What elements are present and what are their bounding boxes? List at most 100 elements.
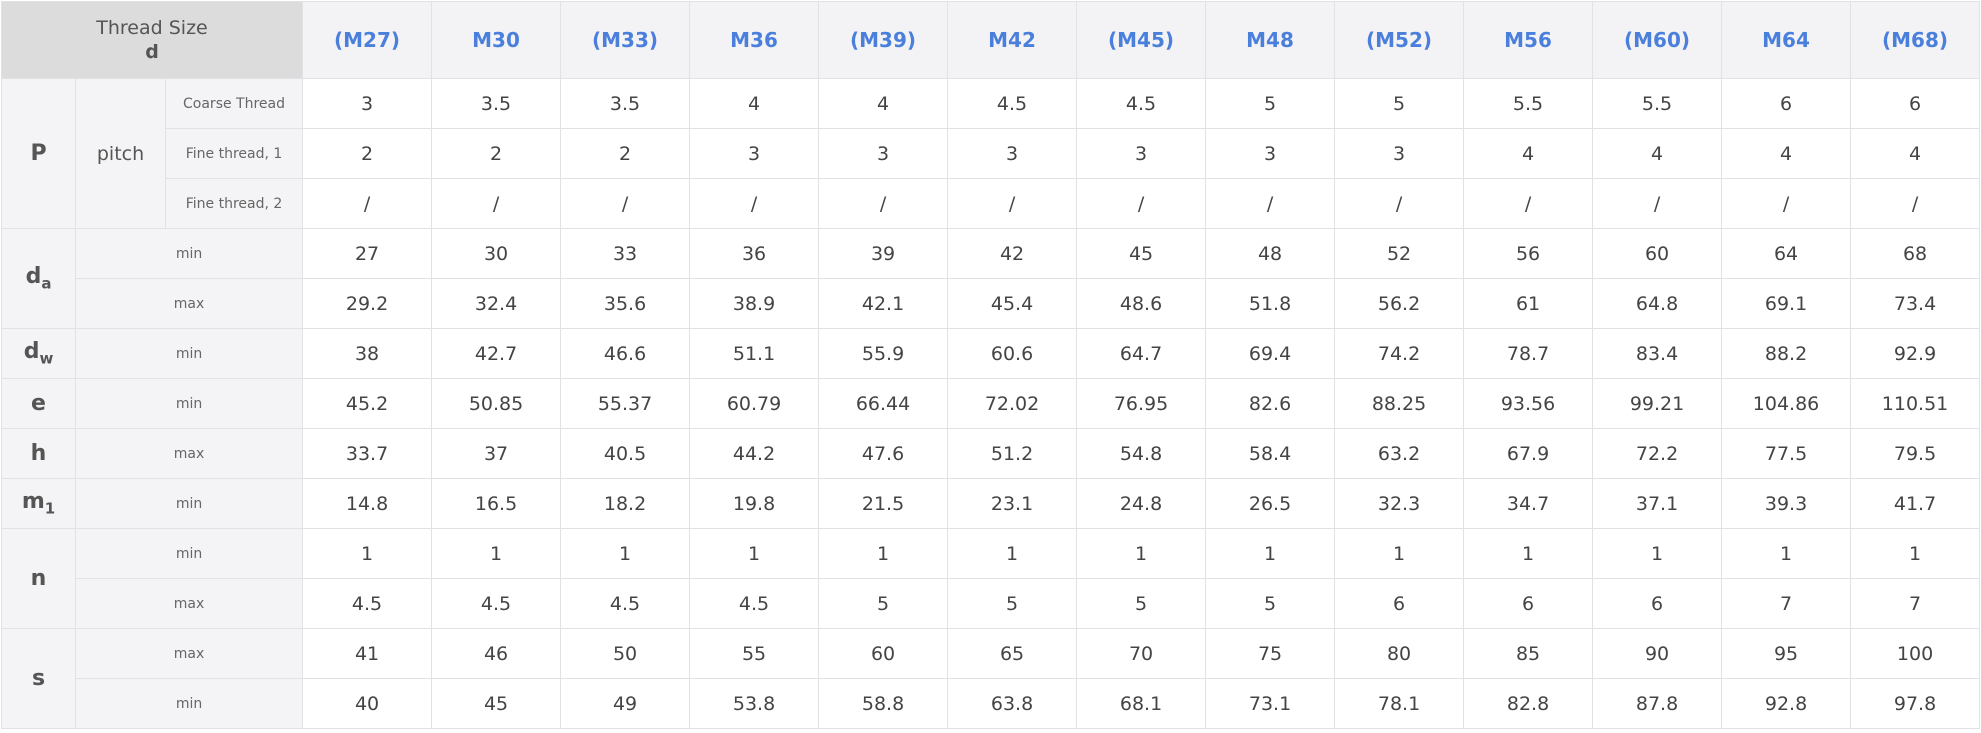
data-row: n min 1 1 1 1 1 1 1 1 1 1 1 1 1 — [1, 528, 1981, 629]
value-cell: 68 — [1850, 228, 1981, 279]
data-row: da min 27 30 33 36 39 42 45 48 52 56 60 64 68 — [1, 228, 1981, 329]
value-cell: / — [1463, 178, 1594, 229]
value-cell: / — [1205, 178, 1336, 229]
value-cell: 1 — [947, 528, 1078, 579]
value-cell: 1 — [302, 528, 433, 579]
value-cell: 1 — [1592, 528, 1723, 579]
value-cell: 5.5 — [1463, 78, 1594, 129]
value-cell: 52 — [1334, 228, 1465, 279]
value-cell: 87.8 — [1592, 678, 1723, 729]
value-cell: 1 — [431, 528, 562, 579]
value-cell: 92.9 — [1850, 328, 1981, 379]
symbol: d — [23, 339, 40, 365]
column-header: M64 — [1721, 1, 1852, 79]
value-cell: / — [1076, 178, 1207, 229]
value-cell: / — [947, 178, 1078, 229]
value-cell: 7 — [1850, 578, 1981, 629]
value-cell: 39 — [818, 228, 949, 279]
value-cell: 48.6 — [1076, 278, 1207, 329]
value-cell: 3 — [1205, 128, 1336, 179]
value-cell: 24.8 — [1076, 478, 1207, 529]
column-header: (M27) — [302, 1, 433, 79]
data-row: h max 33.7 37 40.5 44.2 47.6 51.2 54.8 58.4 63.2 67… — [1, 428, 1981, 479]
value-cell: 72.02 — [947, 378, 1078, 429]
row-label: min — [74, 378, 304, 429]
value-cell: 4 — [1463, 128, 1594, 179]
value-cell: 83.4 — [1592, 328, 1723, 379]
value-cell: 58.4 — [1205, 428, 1336, 479]
value-cell: / — [302, 178, 433, 229]
group-symbol: da — [1, 228, 76, 329]
data-row: min 40 45 49 53.8 58.8 63.8 68.1 73.1 78.1 82.8 87.… — [2, 678, 1981, 729]
value-cell: 50 — [560, 628, 691, 679]
group-symbol: dw — [1, 328, 76, 379]
symbol-subscript: a — [41, 274, 52, 293]
value-cell: 74.2 — [1334, 328, 1465, 379]
value-cell: 60 — [818, 628, 949, 679]
value-cell: 35.6 — [560, 278, 691, 329]
value-cell: 61 — [1463, 278, 1594, 329]
header-symbol: d — [145, 41, 159, 63]
value-cell: 63.8 — [947, 678, 1078, 729]
value-cell: / — [1334, 178, 1465, 229]
column-header: M42 — [947, 1, 1078, 79]
column-header: M36 — [689, 1, 820, 79]
value-cell: 37 — [431, 428, 562, 479]
value-cell: 3.5 — [431, 78, 562, 129]
value-cell: 51.1 — [689, 328, 820, 379]
value-cell: / — [431, 178, 562, 229]
group-name: pitch — [75, 78, 166, 229]
value-cell: 2 — [302, 128, 433, 179]
value-cell: 63.2 — [1334, 428, 1465, 479]
value-cell: 68.1 — [1076, 678, 1207, 729]
value-cell: / — [560, 178, 691, 229]
value-cell: 6 — [1463, 578, 1594, 629]
value-cell: 4.5 — [560, 578, 691, 629]
value-cell: 82.8 — [1463, 678, 1594, 729]
column-header: M56 — [1463, 1, 1594, 79]
row-label: max — [74, 578, 304, 629]
value-cell: 69.1 — [1721, 278, 1852, 329]
value-cell: 64 — [1721, 228, 1852, 279]
data-row: m1 min 14.8 16.5 18.2 19.8 21.5 23.1 24.8 26.5 32.… — [1, 478, 1981, 529]
column-header: (M45) — [1076, 1, 1207, 79]
value-cell: 45.2 — [302, 378, 433, 429]
value-cell: 6 — [1850, 78, 1981, 129]
value-cell: 99.21 — [1592, 378, 1723, 429]
data-row: max 4.5 4.5 4.5 4.5 5 5 5 5 6 6 6 7 7 — [2, 578, 1981, 629]
column-header: (M52) — [1334, 1, 1465, 79]
value-cell: 42.7 — [431, 328, 562, 379]
value-cell: 37.1 — [1592, 478, 1723, 529]
value-cell: 3.5 — [560, 78, 691, 129]
value-cell: 64.7 — [1076, 328, 1207, 379]
value-cell: 40 — [302, 678, 433, 729]
data-row: dw min 38 42.7 46.6 51.1 55.9 60.6 64.7 69.4 74.2 7… — [1, 328, 1981, 379]
value-cell: 110.51 — [1850, 378, 1981, 429]
value-cell: 66.44 — [818, 378, 949, 429]
value-cell: 90 — [1592, 628, 1723, 679]
value-cell: 32.3 — [1334, 478, 1465, 529]
value-cell: 104.86 — [1721, 378, 1852, 429]
value-cell: 41.7 — [1850, 478, 1981, 529]
value-cell: 60.6 — [947, 328, 1078, 379]
value-cell: 36 — [689, 228, 820, 279]
value-cell: 4.5 — [689, 578, 820, 629]
value-cell: 1 — [1463, 528, 1594, 579]
value-cell: 30 — [431, 228, 562, 279]
symbol-subscript: 1 — [44, 499, 56, 518]
value-cell: 88.25 — [1334, 378, 1465, 429]
value-cell: 82.6 — [1205, 378, 1336, 429]
column-header: (M60) — [1592, 1, 1723, 79]
value-cell: 51.2 — [947, 428, 1078, 479]
value-cell: 55 — [689, 628, 820, 679]
value-cell: 70 — [1076, 628, 1207, 679]
value-cell: 6 — [1721, 78, 1852, 129]
value-cell: 5 — [947, 578, 1078, 629]
value-cell: 29.2 — [302, 278, 433, 329]
value-cell: 3 — [818, 128, 949, 179]
group-symbol: s — [1, 628, 76, 729]
value-cell: 47.6 — [818, 428, 949, 479]
value-cell: 19.8 — [689, 478, 820, 529]
value-cell: 4.5 — [1076, 78, 1207, 129]
